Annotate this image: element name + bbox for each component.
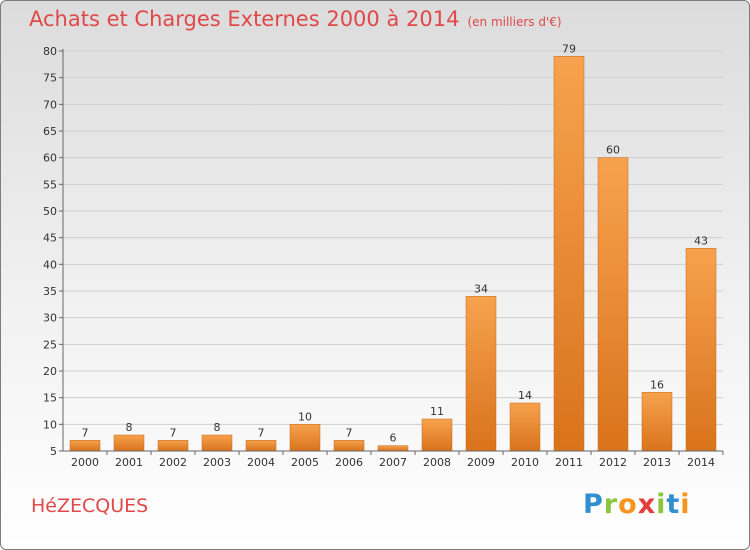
bar-2013 [641, 392, 673, 452]
bar-2011 [553, 56, 585, 452]
x-tick-label-2012: 2012 [599, 456, 627, 469]
y-tick-label: 5 [50, 445, 57, 458]
y-tick-label: 60 [43, 152, 57, 165]
x-tick-label-2005: 2005 [291, 456, 319, 469]
value-label-2013: 16 [650, 378, 664, 391]
value-label-2008: 11 [430, 405, 444, 418]
bar-2000 [69, 440, 101, 452]
x-tick-label-2014: 2014 [687, 456, 715, 469]
bar-2009 [465, 296, 497, 452]
x-tick-label-2003: 2003 [203, 456, 231, 469]
x-tick-label-2007: 2007 [379, 456, 407, 469]
bar-2010 [509, 402, 541, 452]
y-tick-label: 10 [43, 418, 57, 431]
value-label-2003: 8 [214, 421, 221, 434]
x-axis: 2000 2001 2002 2003 2004 2005 2006 2007 2008 2009… [63, 450, 724, 469]
x-tick-label-2002: 2002 [159, 456, 187, 469]
y-tick-label: 45 [43, 232, 57, 245]
logo-letter: i [656, 489, 667, 520]
logo-letter: x [637, 489, 657, 520]
y-tick-label: 35 [43, 285, 57, 298]
value-label-2002: 7 [170, 426, 177, 439]
proxiti-logo: Proxiti [583, 489, 691, 520]
bar-2014 [685, 248, 717, 452]
value-label-2014: 43 [694, 234, 708, 247]
x-tick-label-2008: 2008 [423, 456, 451, 469]
value-label-2000: 7 [82, 426, 89, 439]
x-tick-label-2006: 2006 [335, 456, 363, 469]
bar-2007 [377, 445, 409, 452]
y-tick-label: 55 [43, 178, 57, 191]
x-tick-label-2000: 2000 [71, 456, 99, 469]
value-label-2004: 7 [258, 426, 265, 439]
x-tick-label-2001: 2001 [115, 456, 143, 469]
commune-name: HéZECQUES [31, 495, 149, 517]
y-tick-label: 70 [43, 98, 57, 111]
x-tick-label-2009: 2009 [467, 456, 495, 469]
value-label-2006: 7 [346, 426, 353, 439]
y-tick-label: 15 [43, 392, 57, 405]
bar-2008 [421, 418, 453, 452]
y-tick-label: 30 [43, 312, 57, 325]
y-tick-label: 50 [43, 205, 57, 218]
y-axis: 5 10 15 20 25 30 35 40 45 50 55 60 65 70 75 80 [43, 45, 64, 458]
bar-2012 [597, 157, 629, 452]
y-tick-label: 65 [43, 125, 57, 138]
value-label-2005: 10 [298, 410, 312, 423]
value-label-2001: 8 [126, 421, 133, 434]
logo-letter: P [583, 489, 604, 520]
y-tick-label: 40 [43, 258, 57, 271]
y-tick-label: 25 [43, 338, 57, 351]
value-label-2009: 34 [474, 282, 488, 295]
bar-2002 [157, 440, 189, 452]
bar-2003 [201, 434, 233, 452]
bar-2004 [245, 440, 277, 452]
chart-title: Achats et Charges Externes 2000 à 2014 (e… [29, 7, 562, 31]
x-tick-label-2013: 2013 [643, 456, 671, 469]
y-tick-label: 20 [43, 365, 57, 378]
logo-letter: r [603, 489, 619, 520]
logo-letter: t [666, 489, 681, 520]
logo-letter: i [680, 489, 691, 520]
value-label-2007: 6 [390, 432, 397, 445]
logo-letter: o [618, 489, 638, 520]
bars-group [69, 56, 717, 452]
x-tick-label-2010: 2010 [511, 456, 539, 469]
bar-2005 [289, 424, 321, 452]
bar-2001 [113, 434, 145, 452]
bar-2006 [333, 440, 365, 452]
chart-subtitle: (en milliers d'€) [467, 15, 562, 29]
y-tick-label: 80 [43, 45, 57, 58]
value-label-2011: 79 [562, 42, 576, 55]
y-tick-label: 75 [43, 72, 57, 85]
x-tick-label-2004: 2004 [247, 456, 275, 469]
x-tick-label-2011: 2011 [555, 456, 583, 469]
chart-title-text: Achats et Charges Externes 2000 à 2014 [29, 7, 460, 31]
value-label-2012: 60 [606, 144, 620, 157]
value-labels: 7 8 7 8 7 10 7 6 11 34 14 79 60 16 43 [82, 42, 709, 444]
value-label-2010: 14 [518, 389, 532, 402]
